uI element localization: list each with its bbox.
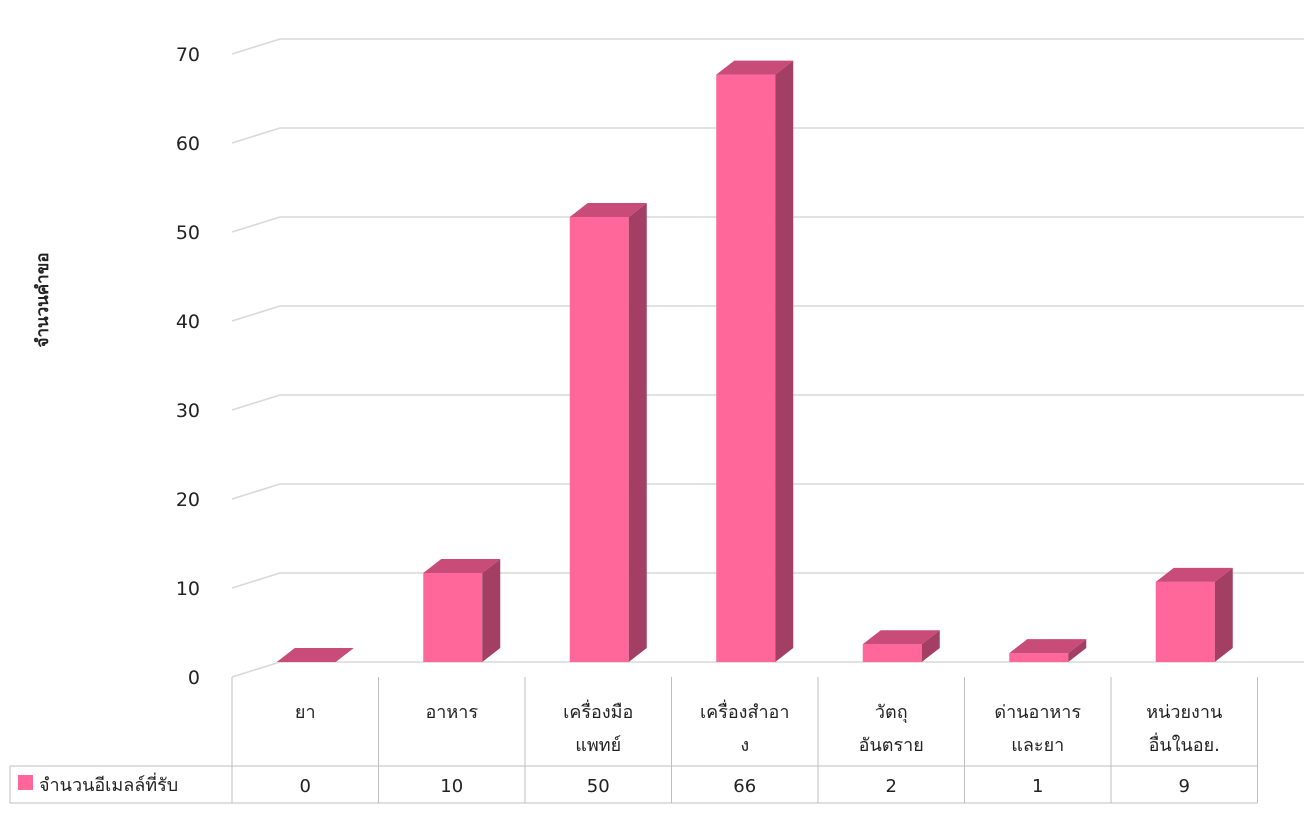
bar bbox=[276, 648, 354, 662]
legend-swatch bbox=[18, 775, 33, 790]
bar bbox=[1155, 567, 1233, 662]
bar-top bbox=[862, 630, 940, 645]
category-label: ด่านอาหาร bbox=[994, 702, 1081, 723]
y-axis-ticks: 0 10 20 30 40 50 60 70 bbox=[176, 44, 200, 689]
bar-front bbox=[862, 644, 922, 662]
category-label: และยา bbox=[1011, 735, 1064, 756]
bar bbox=[1009, 639, 1087, 662]
bars bbox=[276, 60, 1233, 663]
gridline bbox=[231, 216, 1304, 233]
category-label: เครื่องมือ bbox=[563, 699, 633, 723]
bar-front bbox=[1009, 653, 1069, 662]
y-tick-label: 70 bbox=[176, 44, 200, 66]
bar-front bbox=[1155, 581, 1215, 662]
y-tick-label: 20 bbox=[176, 489, 200, 511]
bar-top bbox=[716, 60, 794, 75]
bar-top bbox=[423, 559, 501, 573]
y-tick-label: 40 bbox=[176, 311, 200, 333]
bar-top bbox=[276, 648, 354, 662]
bar bbox=[423, 559, 501, 662]
category-label: ง bbox=[740, 735, 749, 756]
data-label: 10 bbox=[440, 776, 463, 797]
data-label: 9 bbox=[1179, 776, 1190, 797]
category-label: วัตถุ bbox=[875, 702, 908, 723]
bar bbox=[569, 203, 647, 662]
bar-front bbox=[569, 217, 629, 662]
gridline bbox=[231, 38, 1304, 55]
bar-side bbox=[775, 60, 794, 663]
bar-top bbox=[1009, 639, 1087, 654]
bar-front bbox=[716, 74, 776, 663]
category-label: หน่วยงาน bbox=[1146, 702, 1222, 723]
category-label: อาหาร bbox=[425, 702, 478, 723]
y-tick-label: 0 bbox=[188, 667, 200, 689]
bar-top bbox=[569, 203, 647, 217]
gridline bbox=[231, 305, 1304, 322]
y-tick-label: 60 bbox=[176, 133, 200, 155]
bar bbox=[862, 630, 940, 662]
y-tick-label: 10 bbox=[176, 578, 200, 600]
gridline bbox=[231, 483, 1304, 500]
data-label: 2 bbox=[886, 776, 897, 797]
data-label: 50 bbox=[587, 776, 610, 797]
category-label: อันตราย bbox=[859, 735, 924, 756]
y-tick-label: 30 bbox=[176, 400, 200, 422]
category-label: อื่นในอย. bbox=[1149, 732, 1220, 756]
bar-side bbox=[482, 559, 501, 662]
gridline bbox=[231, 661, 1304, 678]
bar-side bbox=[628, 203, 647, 662]
bar-side bbox=[921, 630, 940, 662]
y-tick-label: 50 bbox=[176, 222, 200, 244]
bar bbox=[716, 60, 794, 663]
data-label: 1 bbox=[1032, 776, 1043, 797]
legend-series-name: จำนวนอีเมลล์ที่รับ bbox=[39, 772, 178, 796]
y-axis-label: จำนวนคำขอ bbox=[33, 252, 53, 347]
gridline bbox=[231, 127, 1304, 144]
category-label: ยา bbox=[295, 702, 316, 723]
bar-top bbox=[1155, 567, 1233, 582]
gridline bbox=[231, 572, 1304, 589]
category-label: แพทย์ bbox=[575, 735, 621, 756]
bar-side bbox=[1214, 567, 1233, 662]
gridline bbox=[231, 394, 1304, 411]
bar-front bbox=[423, 573, 483, 662]
data-label: 0 bbox=[300, 776, 311, 797]
bar-side bbox=[1068, 639, 1087, 662]
category-label: เครื่องสำอา bbox=[700, 699, 789, 723]
data-label: 66 bbox=[733, 776, 756, 797]
gridlines bbox=[231, 38, 1304, 678]
